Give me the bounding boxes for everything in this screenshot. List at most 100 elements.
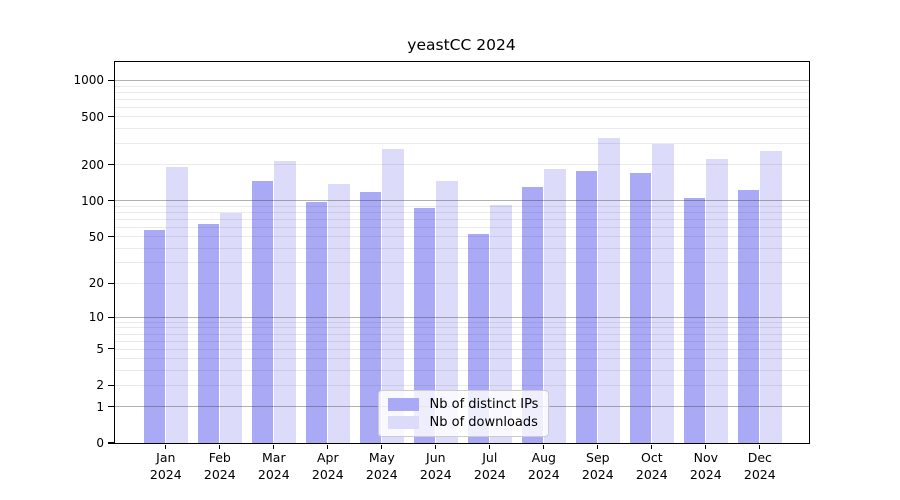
bar-nb-of-distinct-ips-oct-2024 bbox=[629, 173, 651, 444]
x-tick-oct-2024 bbox=[651, 444, 653, 449]
x-tick-label-feb-2024: Feb 2024 bbox=[203, 450, 236, 482]
y-tick-10 bbox=[108, 316, 114, 318]
gridline-minor-60 bbox=[114, 226, 809, 228]
bar-nb-of-downloads-oct-2024 bbox=[652, 143, 674, 444]
x-tick-label-jul-2024: Jul 2024 bbox=[473, 450, 506, 482]
y-tick-label-0: 0 bbox=[96, 436, 104, 450]
bar-nb-of-downloads-jun-2024 bbox=[436, 180, 458, 444]
gridline-minor-6 bbox=[114, 340, 809, 342]
x-tick-jul-2024 bbox=[489, 444, 491, 449]
chart-title: yeastCC 2024 bbox=[407, 36, 516, 54]
gridline-minor-2 bbox=[114, 385, 809, 386]
bar-nb-of-distinct-ips-may-2024 bbox=[359, 192, 381, 444]
y-tick-label-50: 50 bbox=[88, 229, 104, 244]
x-tick-label-nov-2024: Nov 2024 bbox=[689, 450, 722, 482]
legend-label-distinct-ips: Nb of distinct IPs bbox=[429, 397, 539, 412]
gridline-minor-9 bbox=[114, 321, 809, 323]
bar-nb-of-distinct-ips-jun-2024 bbox=[413, 207, 435, 444]
gridline-minor-40 bbox=[114, 247, 809, 249]
gridline-minor-5 bbox=[114, 348, 809, 350]
gridline-major-10 bbox=[114, 316, 809, 318]
x-tick-may-2024 bbox=[381, 444, 383, 449]
y-tick-label-10: 10 bbox=[88, 310, 104, 325]
bar-nb-of-downloads-feb-2024 bbox=[220, 213, 242, 444]
y-tick-label-500: 500 bbox=[81, 109, 104, 124]
bar-nb-of-distinct-ips-feb-2024 bbox=[197, 224, 219, 444]
bar-nb-of-downloads-jul-2024 bbox=[490, 205, 512, 444]
y-tick-label-200: 200 bbox=[81, 157, 104, 172]
bar-nb-of-distinct-ips-sep-2024 bbox=[575, 170, 597, 444]
bar-nb-of-distinct-ips-mar-2024 bbox=[251, 180, 273, 444]
x-tick-nov-2024 bbox=[705, 444, 707, 449]
bar-nb-of-downloads-dec-2024 bbox=[760, 151, 782, 444]
y-tick-1 bbox=[108, 406, 114, 408]
y-tick-label-1: 1 bbox=[96, 399, 104, 414]
gridline-minor-200 bbox=[114, 164, 809, 166]
bar-nb-of-distinct-ips-aug-2024 bbox=[521, 186, 543, 444]
gridline-minor-400 bbox=[114, 128, 809, 129]
legend-item-downloads: Nb of downloads bbox=[387, 415, 539, 430]
y-tick-label-1000: 1000 bbox=[73, 73, 104, 88]
x-tick-feb-2024 bbox=[219, 444, 221, 449]
bar-nb-of-downloads-jan-2024 bbox=[166, 167, 188, 444]
bar-nb-of-downloads-may-2024 bbox=[382, 149, 404, 444]
x-tick-sep-2024 bbox=[597, 444, 599, 449]
legend-swatch-downloads bbox=[387, 416, 419, 429]
bar-nb-of-downloads-mar-2024 bbox=[274, 161, 296, 444]
gridline-minor-500 bbox=[114, 116, 809, 118]
bar-nb-of-distinct-ips-jan-2024 bbox=[143, 230, 165, 444]
y-tick-label-5: 5 bbox=[96, 341, 104, 356]
gridline-minor-30 bbox=[114, 262, 809, 264]
legend: Nb of distinct IPs Nb of downloads bbox=[377, 390, 550, 437]
x-tick-label-sep-2024: Sep 2024 bbox=[581, 450, 614, 482]
gridline-minor-4 bbox=[114, 358, 809, 360]
y-tick-0 bbox=[108, 442, 114, 444]
x-tick-jun-2024 bbox=[435, 444, 437, 449]
bar-nb-of-downloads-aug-2024 bbox=[544, 168, 566, 444]
gridline-minor-900 bbox=[114, 85, 809, 87]
gridline-minor-80 bbox=[114, 212, 809, 213]
x-tick-label-dec-2024: Dec 2024 bbox=[743, 450, 776, 482]
y-tick-5 bbox=[108, 348, 114, 350]
gridline-minor-50 bbox=[114, 236, 809, 238]
gridline-minor-70 bbox=[114, 218, 809, 220]
x-tick-jan-2024 bbox=[165, 444, 167, 449]
legend-label-downloads: Nb of downloads bbox=[429, 415, 538, 430]
gridline-minor-600 bbox=[114, 106, 809, 108]
gridline-major-1000 bbox=[114, 80, 809, 81]
x-tick-label-may-2024: May 2024 bbox=[365, 450, 398, 482]
y-tick-label-100: 100 bbox=[81, 193, 104, 208]
gridline-minor-300 bbox=[114, 143, 809, 145]
y-tick-50 bbox=[108, 236, 114, 238]
bar-nb-of-downloads-nov-2024 bbox=[706, 159, 728, 444]
y-tick-100 bbox=[108, 200, 114, 202]
gridline-minor-90 bbox=[114, 205, 809, 207]
bar-nb-of-distinct-ips-dec-2024 bbox=[737, 189, 759, 444]
x-tick-aug-2024 bbox=[543, 444, 545, 449]
x-tick-label-jan-2024: Jan 2024 bbox=[149, 450, 182, 482]
bar-nb-of-distinct-ips-apr-2024 bbox=[305, 201, 327, 444]
bar-nb-of-downloads-apr-2024 bbox=[328, 184, 350, 444]
gridline-minor-800 bbox=[114, 91, 809, 93]
gridline-minor-8 bbox=[114, 327, 809, 329]
y-tick-200 bbox=[108, 164, 114, 166]
y-tick-20 bbox=[108, 282, 114, 284]
x-tick-mar-2024 bbox=[273, 444, 275, 449]
gridline-minor-7 bbox=[114, 333, 809, 335]
x-tick-label-jun-2024: Jun 2024 bbox=[419, 450, 452, 482]
gridline-minor-3 bbox=[114, 369, 809, 371]
gridline-minor-700 bbox=[114, 98, 809, 100]
y-tick-label-20: 20 bbox=[88, 276, 104, 291]
x-tick-label-apr-2024: Apr 2024 bbox=[311, 450, 344, 482]
gridline-major-100 bbox=[114, 200, 809, 202]
bar-nb-of-distinct-ips-nov-2024 bbox=[683, 197, 705, 444]
x-tick-label-mar-2024: Mar 2024 bbox=[257, 450, 290, 482]
y-tick-1000 bbox=[108, 79, 114, 81]
x-tick-label-oct-2024: Oct 2024 bbox=[635, 450, 668, 482]
y-tick-500 bbox=[108, 116, 114, 118]
y-tick-2 bbox=[108, 384, 114, 386]
y-tick-label-2: 2 bbox=[96, 378, 104, 393]
x-tick-label-aug-2024: Aug 2024 bbox=[527, 450, 560, 482]
x-tick-apr-2024 bbox=[327, 444, 329, 449]
